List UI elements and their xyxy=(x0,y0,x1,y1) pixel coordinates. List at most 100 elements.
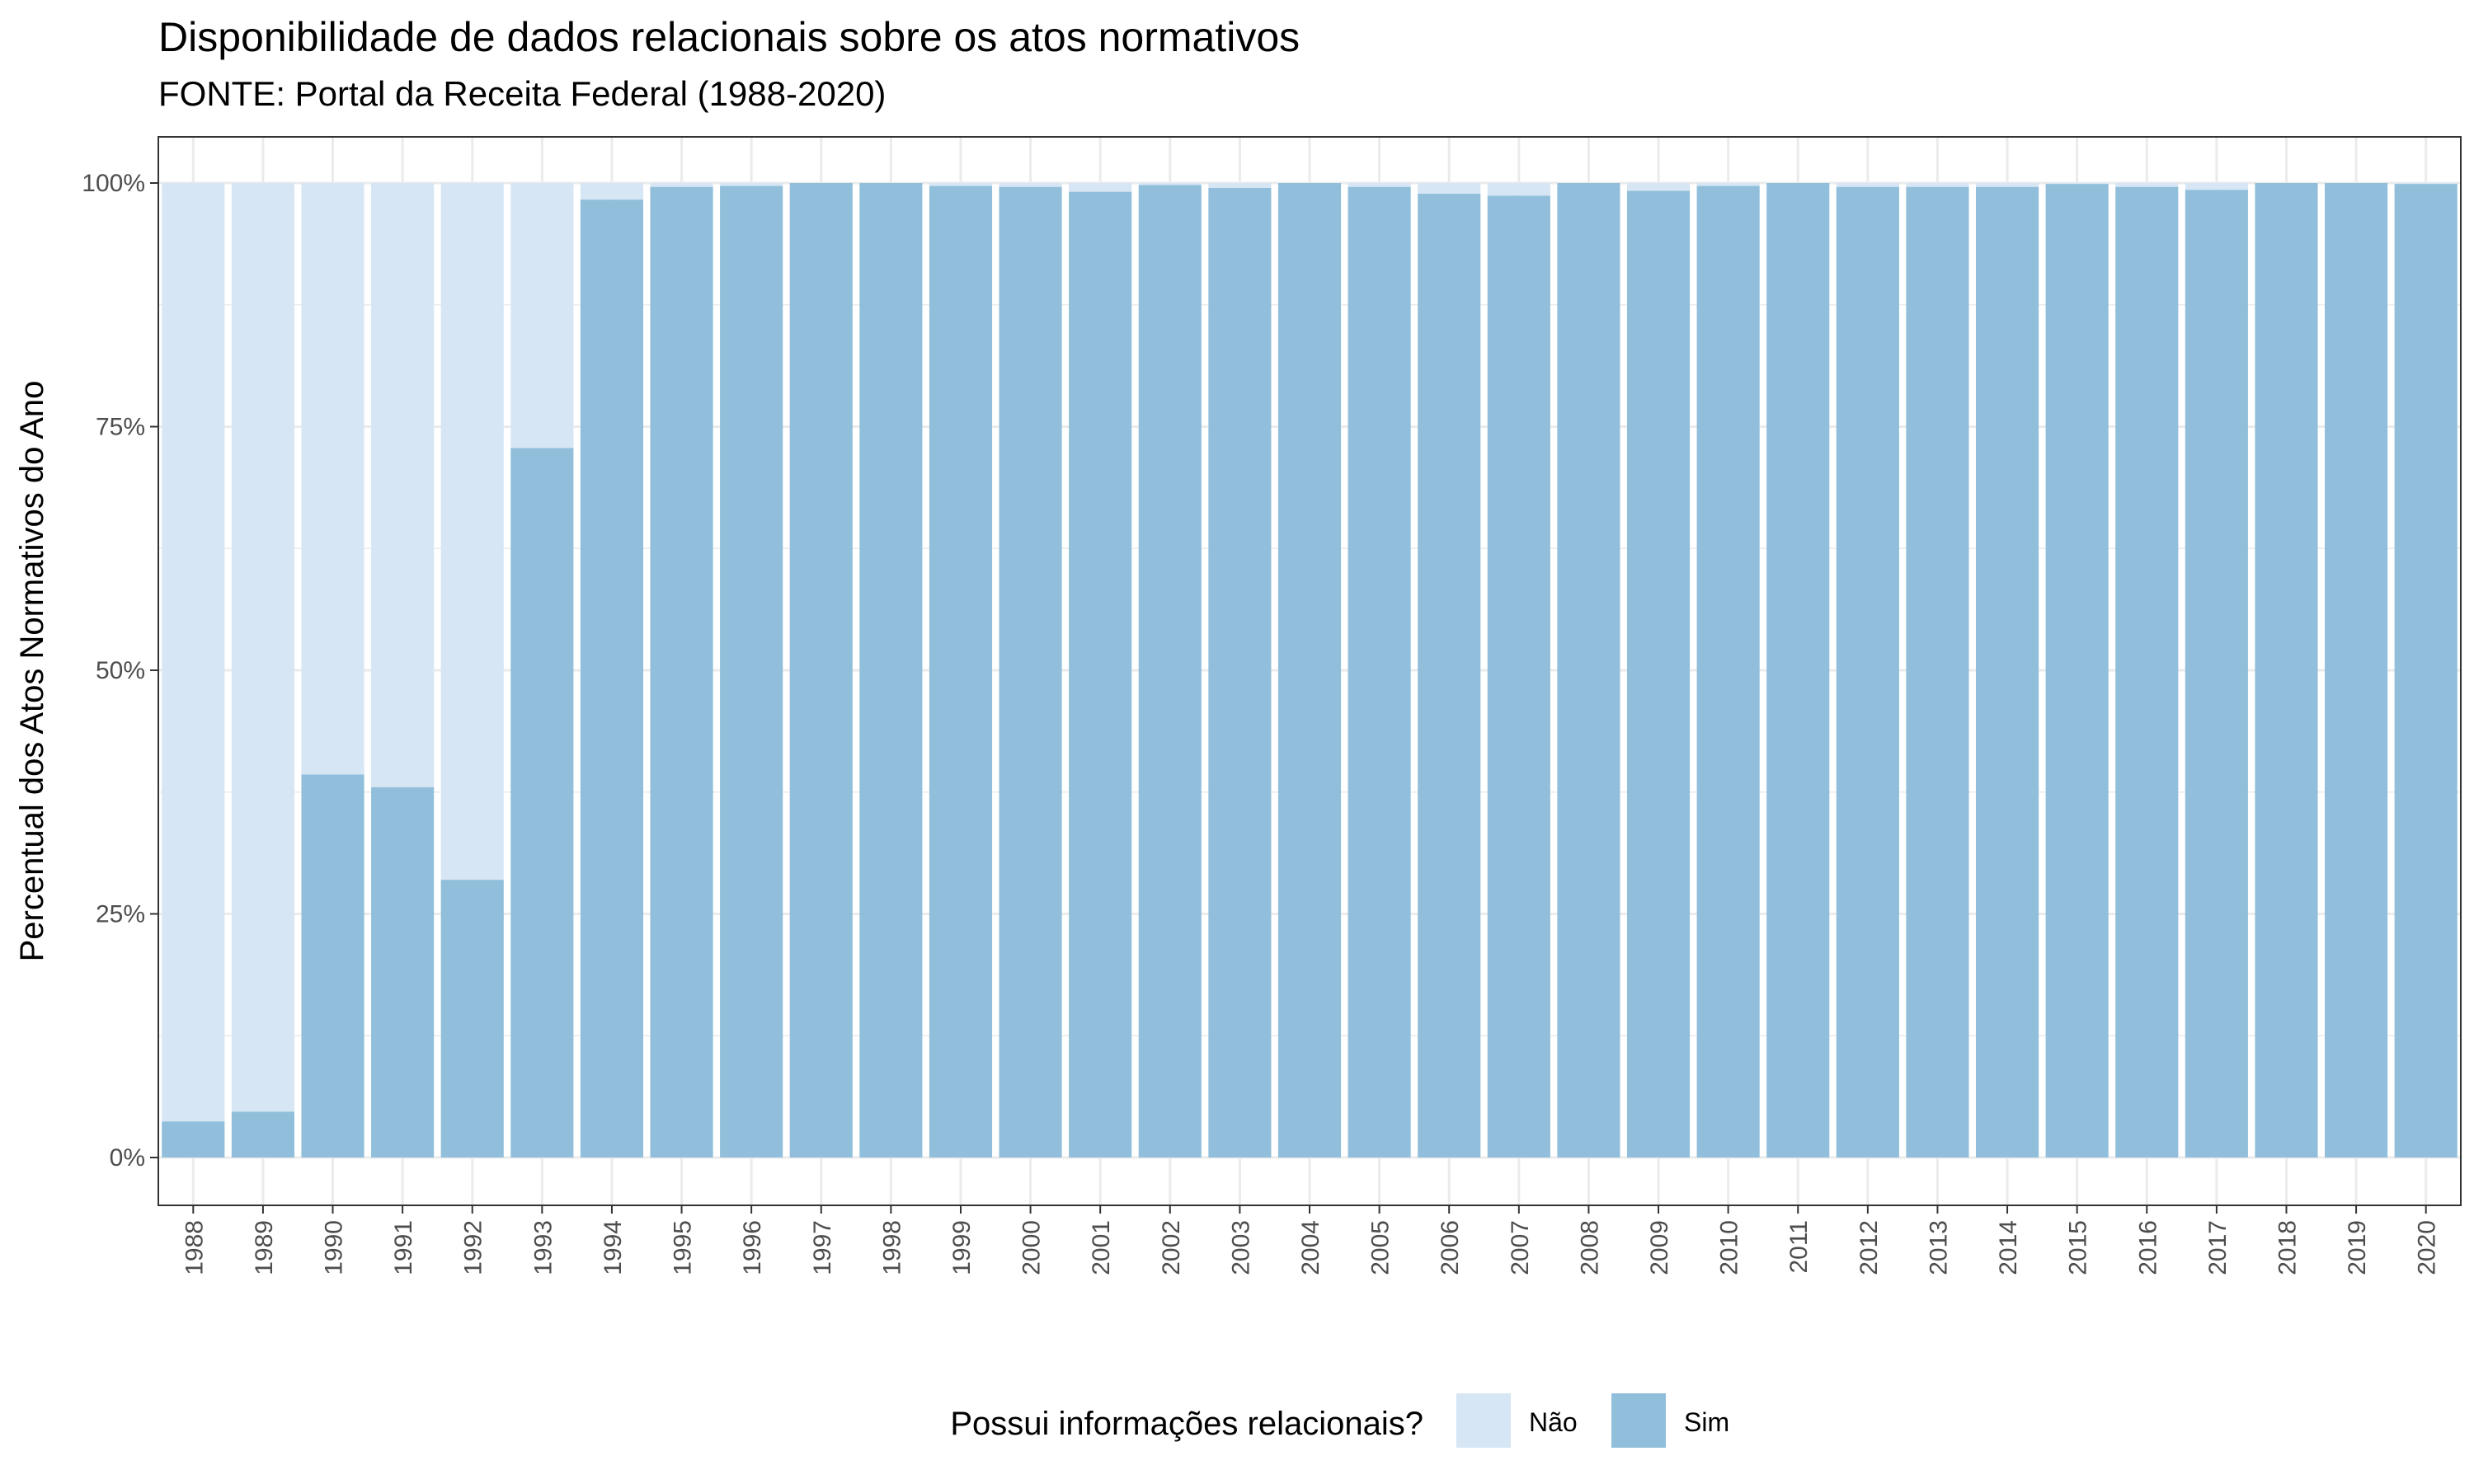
x-tick-label: 2019 xyxy=(2344,1220,2371,1275)
bar-sim-2019 xyxy=(2325,183,2388,1158)
x-tick-label: 2003 xyxy=(1227,1220,1254,1275)
bar-nao-2003 xyxy=(1208,183,1272,188)
legend: Possui informações relacionais? Não Sim xyxy=(950,1393,1729,1448)
x-tick-label: 2015 xyxy=(2065,1220,2092,1275)
bar-nao-2015 xyxy=(2045,183,2109,185)
bar-nao-2006 xyxy=(1418,183,1481,195)
bar-nao-2005 xyxy=(1348,183,1411,187)
legend-title: Possui informações relacionais? xyxy=(950,1406,1423,1442)
y-tick-label: 50% xyxy=(96,657,145,684)
x-tick-label: 2001 xyxy=(1088,1220,1115,1275)
x-tick-label: 2005 xyxy=(1367,1220,1395,1275)
bar-nao-2014 xyxy=(1975,183,2039,187)
bars xyxy=(162,183,2458,1158)
legend-label-sim: Sim xyxy=(1684,1407,1729,1437)
bar-sim-2002 xyxy=(1138,185,1202,1158)
bar-nao-2017 xyxy=(2185,183,2248,190)
x-tick-label: 1990 xyxy=(321,1220,348,1275)
x-axis: 1988 1989 1990 1991 1992 1993 1994 1995 1996 1997… xyxy=(181,1205,2441,1275)
bar-sim-1998 xyxy=(859,183,923,1158)
x-tick-label: 2014 xyxy=(1995,1220,2022,1275)
bar-nao-1993 xyxy=(510,183,574,448)
chart-subtitle: FONTE: Portal da Receita Federal (1988-2… xyxy=(158,74,886,113)
bar-sim-1995 xyxy=(650,186,713,1158)
bar-sim-1993 xyxy=(510,448,574,1158)
bar-nao-1991 xyxy=(371,183,435,787)
bar-nao-1996 xyxy=(720,183,783,186)
y-axis: 0% 25% 50% 75% 100% xyxy=(82,170,158,1172)
x-tick-label: 2012 xyxy=(1856,1220,1883,1275)
x-tick-label: 1997 xyxy=(809,1220,836,1275)
x-tick-label: 2008 xyxy=(1576,1220,1603,1275)
bar-nao-1994 xyxy=(580,183,644,200)
x-tick-label: 2010 xyxy=(1716,1220,1743,1275)
x-tick-label: 2007 xyxy=(1507,1220,1534,1275)
x-tick-label: 2017 xyxy=(2204,1220,2232,1275)
y-tick-label: 100% xyxy=(82,170,145,197)
bar-sim-2011 xyxy=(1766,183,1830,1158)
bar-nao-2010 xyxy=(1696,183,1760,186)
bar-nao-1990 xyxy=(301,183,365,775)
x-tick-label: 1993 xyxy=(529,1220,557,1275)
x-tick-label: 2011 xyxy=(1785,1220,1813,1274)
bar-nao-2020 xyxy=(2394,183,2458,185)
bar-sim-2020 xyxy=(2394,184,2458,1158)
bar-sim-2015 xyxy=(2045,184,2109,1158)
bar-sim-1996 xyxy=(720,186,783,1158)
x-tick-label: 1988 xyxy=(181,1220,208,1275)
bar-sim-2017 xyxy=(2185,190,2248,1158)
bar-sim-2014 xyxy=(1975,186,2039,1158)
bar-sim-1991 xyxy=(371,787,435,1158)
x-tick-label: 2009 xyxy=(1646,1220,1673,1275)
x-tick-label: 2020 xyxy=(2414,1220,2441,1275)
bar-nao-2009 xyxy=(1626,183,1691,191)
x-tick-label: 1999 xyxy=(948,1220,976,1275)
bar-sim-2010 xyxy=(1696,186,1760,1158)
bar-sim-2001 xyxy=(1069,191,1132,1158)
x-tick-label: 1992 xyxy=(460,1220,487,1275)
bar-nao-1989 xyxy=(231,183,294,1112)
bar-sim-1989 xyxy=(231,1111,294,1158)
bar-nao-2013 xyxy=(1906,183,1969,187)
bar-sim-1988 xyxy=(162,1121,225,1158)
bar-nao-1992 xyxy=(440,183,504,881)
x-tick-label: 2004 xyxy=(1297,1220,1324,1275)
bar-sim-2006 xyxy=(1418,194,1481,1158)
bar-sim-1997 xyxy=(789,183,853,1158)
x-tick-label: 1989 xyxy=(251,1220,278,1275)
bar-sim-2018 xyxy=(2255,183,2318,1158)
bar-sim-2007 xyxy=(1487,195,1550,1158)
bar-sim-1994 xyxy=(580,200,644,1158)
y-axis-title: Percentual dos Atos Normativos do Ano xyxy=(14,381,50,962)
legend-key-sim xyxy=(1611,1393,1666,1448)
x-tick-label: 1996 xyxy=(739,1220,766,1275)
bar-nao-2001 xyxy=(1069,183,1132,192)
legend-key-nao xyxy=(1456,1393,1511,1448)
bar-sim-1990 xyxy=(301,774,365,1158)
bar-sim-2016 xyxy=(2115,186,2179,1158)
y-tick-label: 75% xyxy=(96,414,145,441)
bar-sim-2013 xyxy=(1906,186,1969,1158)
x-tick-label: 2013 xyxy=(1925,1220,1952,1275)
bar-sim-2009 xyxy=(1626,190,1691,1158)
bar-nao-2012 xyxy=(1836,183,1899,187)
bar-nao-1988 xyxy=(162,183,225,1122)
bar-sim-2003 xyxy=(1208,187,1272,1158)
bar-sim-2000 xyxy=(999,186,1062,1158)
bar-nao-2002 xyxy=(1138,183,1202,186)
bar-sim-1992 xyxy=(440,880,504,1158)
bar-sim-2012 xyxy=(1836,186,1899,1158)
y-tick-label: 25% xyxy=(96,901,145,928)
y-tick-label: 0% xyxy=(110,1144,145,1172)
bar-sim-2004 xyxy=(1277,183,1342,1158)
x-tick-label: 1995 xyxy=(670,1220,697,1275)
bar-nao-1995 xyxy=(650,183,713,187)
x-tick-label: 2000 xyxy=(1018,1220,1046,1275)
x-tick-label: 1994 xyxy=(600,1220,627,1275)
x-tick-label: 2002 xyxy=(1158,1220,1185,1275)
bar-sim-2005 xyxy=(1348,186,1411,1158)
bar-nao-1999 xyxy=(929,183,993,186)
bar-nao-2000 xyxy=(999,183,1062,187)
bar-nao-2007 xyxy=(1487,183,1550,196)
